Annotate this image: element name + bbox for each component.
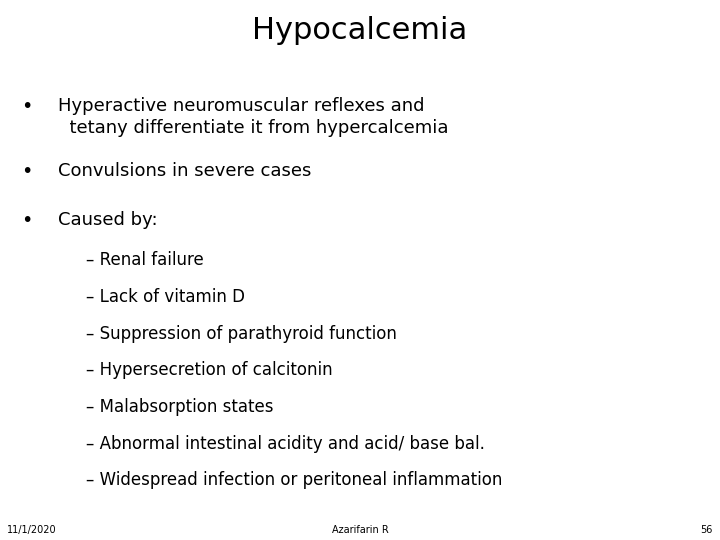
Text: 11/1/2020: 11/1/2020 [7,524,57,535]
Text: – Suppression of parathyroid function: – Suppression of parathyroid function [86,325,397,342]
Text: •: • [22,211,33,229]
Text: 56: 56 [701,524,713,535]
Text: •: • [22,97,33,116]
Text: – Renal failure: – Renal failure [86,251,204,269]
Text: •: • [22,162,33,181]
Text: – Widespread infection or peritoneal inflammation: – Widespread infection or peritoneal inf… [86,471,503,489]
Text: – Malabsorption states: – Malabsorption states [86,398,274,416]
Text: Convulsions in severe cases: Convulsions in severe cases [58,162,311,180]
Text: Caused by:: Caused by: [58,211,157,228]
Text: – Hypersecretion of calcitonin: – Hypersecretion of calcitonin [86,361,333,379]
Text: – Lack of vitamin D: – Lack of vitamin D [86,288,246,306]
Text: Azarifarin R: Azarifarin R [332,524,388,535]
Text: Hypocalcemia: Hypocalcemia [253,16,467,45]
Text: Hyperactive neuromuscular reflexes and
  tetany differentiate it from hypercalce: Hyperactive neuromuscular reflexes and t… [58,97,448,137]
Text: – Abnormal intestinal acidity and acid/ base bal.: – Abnormal intestinal acidity and acid/ … [86,435,485,453]
